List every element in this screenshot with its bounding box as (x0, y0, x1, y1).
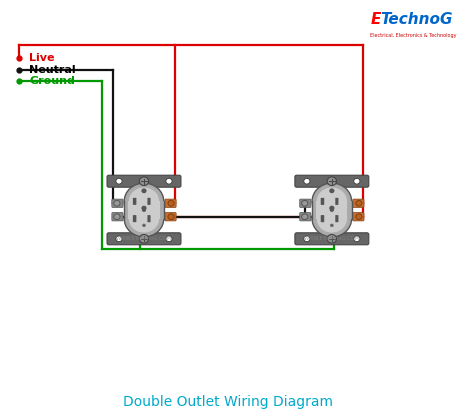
Bar (128, 201, 160, 219)
Circle shape (141, 206, 146, 210)
Text: Electrical, Electronics & Technology: Electrical, Electronics & Technology (370, 33, 457, 38)
FancyBboxPatch shape (133, 215, 137, 222)
Circle shape (304, 178, 310, 184)
FancyBboxPatch shape (321, 198, 324, 205)
Circle shape (329, 206, 335, 210)
Circle shape (141, 189, 146, 193)
FancyBboxPatch shape (107, 175, 181, 187)
Bar (124, 201, 164, 219)
Circle shape (354, 236, 360, 241)
Circle shape (166, 178, 172, 184)
Circle shape (312, 200, 352, 237)
Circle shape (316, 204, 347, 233)
Text: E: E (370, 12, 381, 27)
Circle shape (354, 178, 360, 184)
Text: TechnoG: TechnoG (381, 12, 453, 27)
Circle shape (327, 234, 337, 243)
Circle shape (330, 224, 334, 227)
FancyBboxPatch shape (295, 175, 369, 187)
Circle shape (301, 200, 308, 206)
FancyBboxPatch shape (147, 198, 151, 205)
FancyBboxPatch shape (165, 213, 176, 221)
Bar (312, 201, 352, 219)
Circle shape (142, 224, 146, 227)
FancyBboxPatch shape (112, 213, 123, 221)
Text: WWW.ETechnoG.COM: WWW.ETechnoG.COM (304, 236, 360, 241)
Circle shape (116, 178, 122, 184)
Circle shape (168, 200, 174, 206)
Circle shape (330, 208, 334, 212)
Text: Neutral: Neutral (29, 65, 76, 75)
Text: Double Outlet Wiring Diagram: Double Outlet Wiring Diagram (123, 395, 333, 409)
Circle shape (139, 234, 149, 243)
FancyBboxPatch shape (321, 215, 324, 222)
FancyBboxPatch shape (147, 215, 151, 222)
FancyBboxPatch shape (112, 199, 123, 207)
FancyBboxPatch shape (335, 215, 338, 222)
Circle shape (316, 187, 347, 216)
FancyBboxPatch shape (107, 233, 181, 245)
Circle shape (301, 214, 308, 220)
Circle shape (114, 200, 120, 206)
FancyBboxPatch shape (335, 198, 338, 205)
FancyBboxPatch shape (300, 199, 311, 207)
FancyBboxPatch shape (300, 213, 311, 221)
FancyBboxPatch shape (353, 213, 364, 221)
Circle shape (168, 214, 174, 220)
Circle shape (327, 177, 337, 186)
Circle shape (124, 200, 164, 237)
Circle shape (124, 183, 164, 220)
Circle shape (114, 214, 120, 220)
Circle shape (139, 177, 149, 186)
Circle shape (116, 236, 122, 241)
Text: Ground: Ground (29, 76, 75, 87)
Bar (316, 201, 347, 219)
Circle shape (304, 236, 310, 241)
Text: WWW.ETechnoG.COM: WWW.ETechnoG.COM (116, 236, 172, 241)
Text: Live: Live (29, 53, 55, 63)
FancyBboxPatch shape (133, 198, 137, 205)
Circle shape (356, 200, 362, 206)
FancyBboxPatch shape (353, 199, 364, 207)
Circle shape (312, 183, 352, 220)
Circle shape (356, 214, 362, 220)
FancyBboxPatch shape (165, 199, 176, 207)
Circle shape (128, 187, 160, 216)
Circle shape (166, 236, 172, 241)
FancyBboxPatch shape (295, 233, 369, 245)
Circle shape (142, 208, 146, 212)
Circle shape (128, 204, 160, 233)
Circle shape (329, 189, 335, 193)
